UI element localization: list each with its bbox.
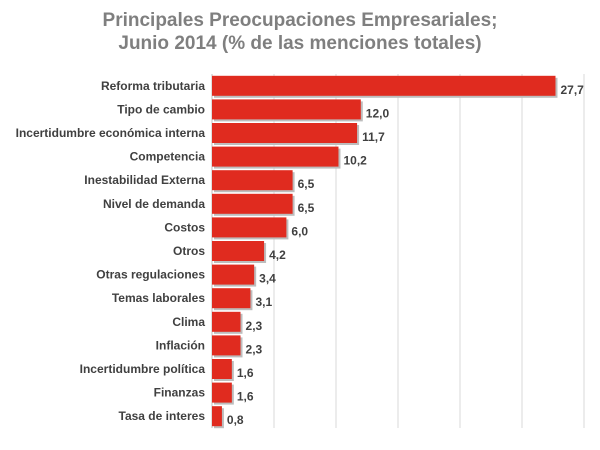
category-label: Incertidumbre económica interna	[16, 126, 206, 140]
data-label: 6,5	[298, 201, 315, 215]
bar	[212, 335, 241, 356]
data-label: 11,7	[362, 130, 385, 144]
bar	[212, 170, 293, 191]
bar	[212, 288, 251, 309]
data-label: 3,1	[255, 295, 272, 309]
category-label: Costos	[164, 220, 205, 234]
bar	[212, 146, 339, 167]
chart-subtitle: Junio 2014 (% de las menciones totales)	[118, 33, 482, 54]
bar	[212, 123, 358, 143]
bar	[212, 241, 265, 261]
category-label: Otras regulaciones	[96, 268, 205, 282]
category-label: Competencia	[130, 150, 206, 164]
bar	[212, 311, 241, 332]
category-label: Otros	[173, 244, 205, 258]
data-label: 12,0	[366, 106, 390, 120]
data-label: 6,0	[291, 224, 308, 238]
category-label: Reforma tributaria	[101, 79, 205, 93]
category-label: Tasa de interes	[119, 409, 206, 423]
category-label: Inflación	[156, 338, 205, 352]
data-label: 0,8	[227, 413, 244, 427]
category-label: Temas laborales	[112, 291, 205, 305]
data-label: 1,6	[237, 366, 254, 380]
data-label: 2,3	[246, 342, 263, 356]
category-label: Finanzas	[154, 386, 206, 400]
bar	[212, 217, 287, 238]
data-label: 10,2	[343, 154, 367, 168]
category-label: Tipo de cambio	[117, 102, 205, 116]
bar	[212, 75, 556, 96]
bar	[212, 264, 255, 285]
category-label: Incertidumbre política	[80, 362, 206, 376]
bar	[212, 359, 232, 379]
data-label: 2,3	[246, 319, 263, 333]
bar	[212, 193, 293, 214]
chart-title: Principales Preocupaciones Empresariales…	[102, 10, 498, 31]
data-label: 4,2	[269, 248, 286, 262]
bar	[212, 382, 232, 403]
category-label: Inestabilidad Externa	[84, 173, 205, 187]
bar	[212, 99, 361, 120]
category-label: Nivel de demanda	[103, 197, 205, 211]
bar	[212, 406, 222, 427]
data-label: 3,4	[259, 272, 276, 286]
data-label: 6,5	[298, 177, 315, 191]
data-label: 27,7	[560, 83, 584, 97]
data-label: 1,6	[237, 390, 254, 404]
category-label: Clima	[172, 315, 205, 329]
